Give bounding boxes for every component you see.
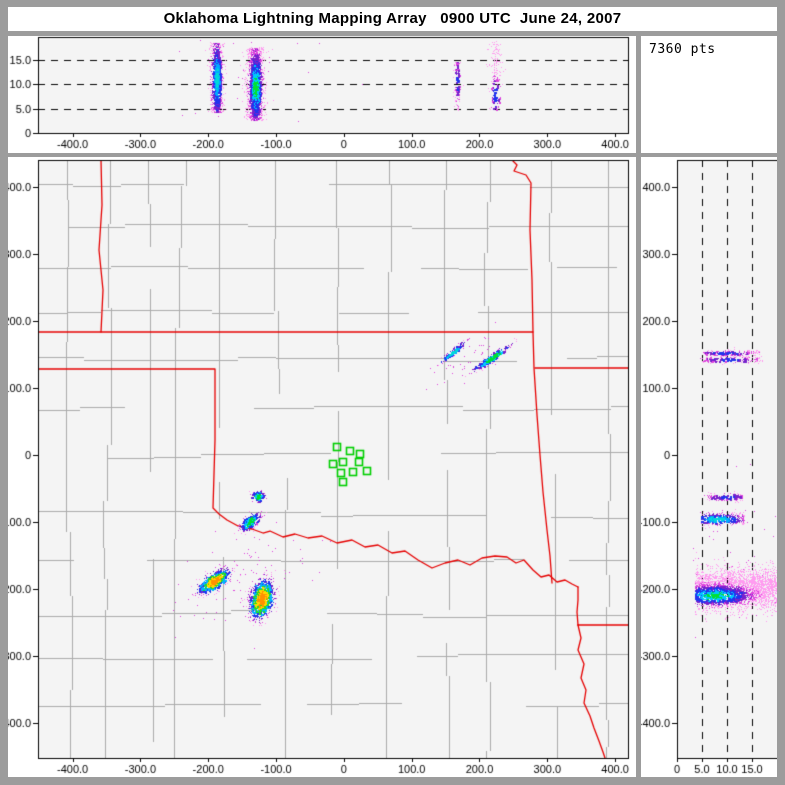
ew-altitude-plot[interactable] bbox=[8, 36, 636, 153]
ns-altitude-plot[interactable] bbox=[641, 157, 777, 777]
points-count-label: 7360 pts bbox=[649, 42, 716, 57]
plan-view-plot[interactable] bbox=[8, 157, 636, 777]
points-count-panel: 7360 pts bbox=[641, 36, 777, 153]
ns-altitude-panel bbox=[641, 157, 777, 777]
title-bar: Oklahoma Lightning Mapping Array 0900 UT… bbox=[8, 7, 777, 31]
plan-view-panel bbox=[8, 157, 636, 777]
window-title: Oklahoma Lightning Mapping Array 0900 UT… bbox=[163, 10, 622, 27]
ew-altitude-panel bbox=[8, 36, 636, 153]
